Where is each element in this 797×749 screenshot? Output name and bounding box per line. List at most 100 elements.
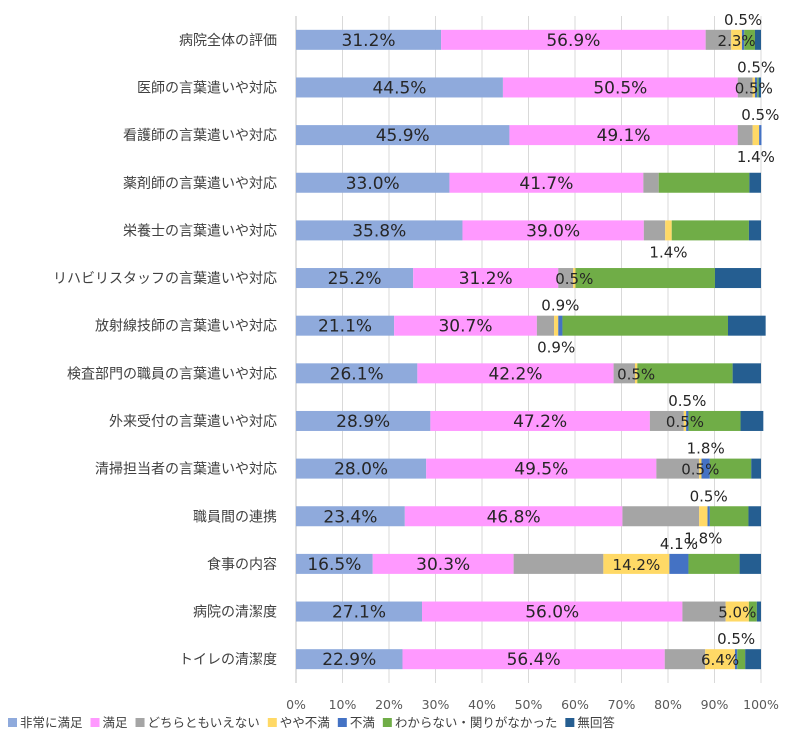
data-label: 0.5% <box>668 392 706 410</box>
bar-segment <box>664 649 706 670</box>
category-label: リハビリスタッフの言葉遣いや対応 <box>53 271 277 287</box>
bar-segment <box>749 172 761 193</box>
bars <box>296 29 766 670</box>
bar-segment <box>737 77 753 98</box>
category-label: 病院の清潔度 <box>193 605 277 621</box>
bar-segment <box>688 553 740 574</box>
data-label: 30.7% <box>438 317 492 337</box>
bar-segment <box>296 220 463 241</box>
x-tick-label: 20% <box>375 697 403 712</box>
bar-segment <box>748 601 757 622</box>
data-label: 49.1% <box>597 126 651 146</box>
category-label: トイレの清潔度 <box>179 652 277 668</box>
bar-segment <box>558 268 574 289</box>
data-label: 0.5% <box>690 487 728 505</box>
data-label: 25.2% <box>328 269 382 289</box>
bar-segment <box>513 553 604 574</box>
data-label: 14.2% <box>613 556 661 574</box>
bar-segment <box>705 649 735 670</box>
x-tick-label: 50% <box>515 697 543 712</box>
data-label: 31.2% <box>459 269 513 289</box>
bar-segment <box>748 220 761 241</box>
data-label: 0.5% <box>555 270 593 288</box>
bar-segment <box>417 363 614 384</box>
bar-segment <box>699 458 702 479</box>
data-labels: 31.2% 56.9% 2.3% 0.5% 44.5% 50.5% 0.5% 0.5% 45.9… <box>307 11 779 670</box>
bar-segment <box>404 506 623 527</box>
bar-segment <box>744 29 755 50</box>
bar-segment <box>707 506 710 527</box>
bar-segment <box>554 315 559 336</box>
x-tick-label: 60% <box>561 697 589 712</box>
bar-segment <box>296 125 510 146</box>
data-label: 1.4% <box>737 148 775 166</box>
x-tick-label: 70% <box>608 697 636 712</box>
bar-segment <box>296 172 450 193</box>
data-label: 4.1% <box>660 535 698 553</box>
data-label: 5.0% <box>718 604 756 622</box>
x-tick-label: 30% <box>422 697 450 712</box>
bar-segment <box>737 649 746 670</box>
bar-segment <box>669 553 689 574</box>
bar-segment <box>756 601 761 622</box>
category-label: 医師の言葉遣いや対応 <box>137 80 277 96</box>
data-label: 6.4% <box>701 651 739 669</box>
category-label: 食事の内容 <box>207 556 277 573</box>
bar-segment <box>296 315 395 336</box>
bar-segment <box>759 125 762 146</box>
x-axis-ticks: 0% 10% 20% 30% 40% 50% 60% 70% 80% 90% 100% <box>286 697 779 712</box>
bar-segment <box>745 649 761 670</box>
bar-segment <box>732 363 761 384</box>
data-label: 31.2% <box>342 31 396 51</box>
bar-segment <box>709 506 749 527</box>
bar-segment <box>562 315 728 336</box>
bar-segment <box>296 553 373 574</box>
bar-segment <box>709 458 752 479</box>
bar-segment <box>752 77 755 98</box>
bar-segment <box>509 125 738 146</box>
bar-segment <box>536 315 555 336</box>
data-label: 1.8% <box>687 440 725 458</box>
bar-segment <box>665 220 672 241</box>
data-label: 0.5% <box>724 11 762 29</box>
data-label: 56.4% <box>507 650 561 670</box>
bar-segment <box>699 506 708 527</box>
bar-segment <box>296 268 414 289</box>
x-tick-label: 80% <box>654 697 682 712</box>
x-tick-label: 40% <box>468 697 496 712</box>
gridlines <box>295 16 762 683</box>
bar-segment <box>462 220 644 241</box>
legend-label: 無回答 <box>577 715 615 730</box>
legend-swatch <box>337 718 347 727</box>
data-label: 42.2% <box>488 364 542 384</box>
bar-segment <box>296 410 431 431</box>
bar-segment <box>752 125 760 146</box>
data-label: 28.0% <box>334 460 388 480</box>
legend-swatch <box>267 718 277 727</box>
legend-swatch <box>90 718 100 727</box>
bar-segment <box>558 315 563 336</box>
bar-segment <box>688 410 741 431</box>
bar-segment <box>740 410 764 431</box>
data-label: 22.9% <box>322 650 376 670</box>
x-tick-label: 90% <box>701 697 729 712</box>
bar-segment <box>402 649 665 670</box>
bar-segment <box>751 458 761 479</box>
data-label: 28.9% <box>336 412 390 432</box>
bar-segment <box>758 77 761 98</box>
bar-segment <box>643 220 666 241</box>
data-label: 16.5% <box>307 555 361 575</box>
category-label: 検査部門の職員の言葉遣いや対応 <box>67 366 277 382</box>
category-label: 清掃担当者の言葉遣いや対応 <box>95 461 277 478</box>
data-label: 0.5% <box>737 58 775 76</box>
bar-segment <box>731 29 742 50</box>
data-label: 0.5% <box>666 413 704 431</box>
legend-label: わからない・関りがなかった <box>395 715 558 730</box>
bar-segment <box>701 458 710 479</box>
data-label: 50.5% <box>593 78 647 98</box>
data-label: 0.5% <box>741 106 779 124</box>
data-label: 0.5% <box>735 79 773 97</box>
bar-segment <box>422 601 683 622</box>
bar-segment <box>658 172 750 193</box>
